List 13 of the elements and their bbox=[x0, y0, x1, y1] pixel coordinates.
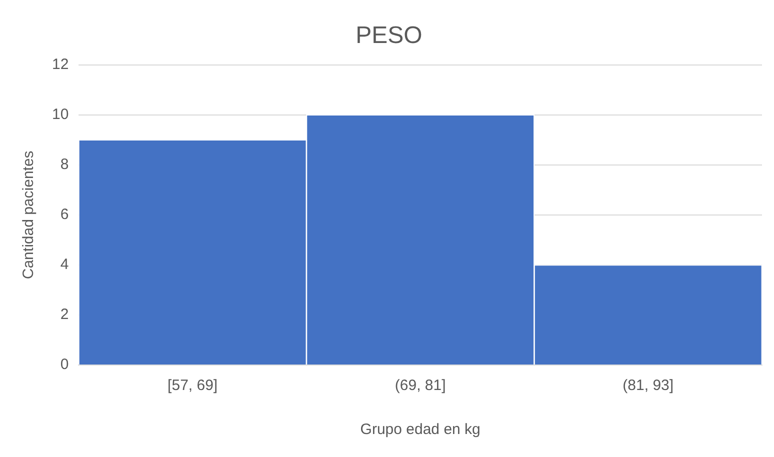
y-tick-label: 2 bbox=[60, 306, 69, 324]
y-tick-label: 12 bbox=[52, 56, 69, 73]
x-axis-title: Grupo edad en kg bbox=[360, 421, 480, 438]
y-tick-label: 4 bbox=[60, 256, 69, 274]
chart-title: PESO bbox=[356, 22, 422, 50]
y-axis-title: Cantidad pacientes bbox=[20, 150, 38, 280]
y-tick-label: 0 bbox=[60, 356, 69, 374]
y-tick-label: 10 bbox=[52, 106, 69, 123]
x-tick-label: (81, 93] bbox=[622, 377, 674, 394]
y-tick-label: 6 bbox=[60, 206, 69, 224]
x-tick-label: [57, 69] bbox=[168, 377, 218, 394]
y-tick-label: 8 bbox=[60, 156, 69, 174]
x-tick-label: (69, 81] bbox=[394, 377, 446, 394]
